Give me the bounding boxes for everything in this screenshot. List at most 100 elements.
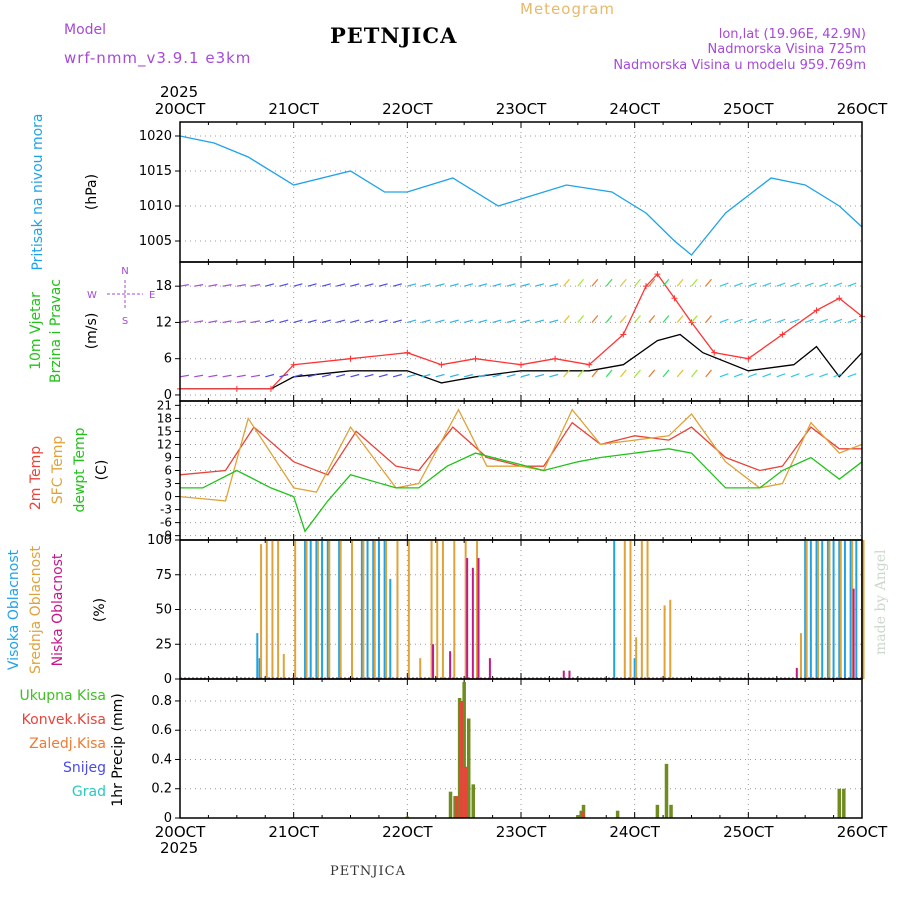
bar-srednja-oblacnost (476, 540, 479, 679)
wind-arrow (634, 315, 641, 323)
x-tick-label-bottom: 24OCT (609, 823, 660, 841)
credit: made by Angel (873, 549, 889, 655)
wind-arrow (392, 373, 402, 378)
wind-arrow (222, 284, 232, 287)
wind-arrow (591, 278, 599, 287)
wind-arrow (350, 283, 360, 287)
wind-arrow (194, 374, 204, 378)
wind-arrow (819, 282, 829, 287)
wind-arrow (733, 373, 743, 378)
bar-konvek-kisa (454, 796, 459, 818)
bar-niska-oblacnost (488, 658, 491, 679)
bar-ukupna-kisa (837, 788, 842, 818)
wind-arrow (208, 284, 218, 287)
wind-arrow (549, 319, 559, 324)
gust-marker (518, 361, 524, 368)
y-tick-label: 0 (164, 490, 172, 504)
bar-srednja-oblacnost (669, 599, 672, 679)
y-tick-label: 75 (155, 568, 172, 583)
bar-srednja-oblacnost (328, 540, 331, 679)
wind-arrow (293, 319, 303, 324)
gust-marker (813, 307, 820, 314)
wind-arrow (804, 318, 814, 323)
ylabel-high-cloud: Visoka Oblacnost (6, 549, 22, 670)
wind-arrow (194, 284, 204, 287)
wind-arrow (833, 318, 843, 323)
bar-srednja-oblacnost (623, 540, 626, 679)
subtitle: Meteogram (520, 0, 615, 18)
y-tick-label: -3 (160, 503, 172, 517)
gust-marker (643, 283, 650, 290)
bar-srednja-oblacnost (441, 540, 444, 679)
wind-arrow (634, 278, 641, 287)
y-tick-label: 1010 (139, 199, 172, 214)
wind-arrow (378, 373, 388, 378)
gust-marker (233, 385, 240, 392)
bar-srednja-oblacnost (316, 540, 319, 679)
wind-arrow (179, 374, 189, 378)
y-tick-label: 0.2 (151, 782, 172, 797)
wind-arrow (336, 319, 346, 324)
wind-arrow (378, 319, 388, 324)
bar-visoka-oblacnost (809, 540, 812, 679)
bar-visoka-oblacnost (843, 540, 846, 679)
bar-ukupna-kisa (664, 763, 669, 818)
wind-arrow (307, 373, 317, 378)
compass-north: N (121, 266, 128, 277)
bar-srednja-oblacnost (436, 540, 439, 679)
wind-arrow (449, 319, 459, 324)
wind-arrow (478, 373, 488, 378)
wind-arrow (449, 283, 459, 287)
x-tick-label-top: 26OCT (837, 100, 888, 118)
gust-marker (586, 361, 593, 368)
wind-arrow (506, 319, 516, 324)
bar-srednja-oblacnost (805, 540, 808, 679)
wind-arrow (293, 283, 303, 287)
wind-arrow (676, 278, 684, 287)
units-temp: (C) (94, 460, 110, 481)
wind-arrow (222, 374, 232, 378)
y-tick-label: -9 (160, 529, 172, 543)
wind-arrow (577, 278, 585, 287)
wind-arrow (492, 319, 502, 324)
bar-niska-oblacnost (466, 558, 469, 679)
wind-arrow (591, 369, 599, 378)
bar-konvek-kisa (463, 766, 468, 818)
wind-arrow (378, 283, 388, 287)
wind-arrow (208, 320, 218, 324)
x-tick-label-top: 25OCT (723, 100, 774, 118)
wind-arrow (236, 320, 246, 324)
gust-marker (671, 295, 678, 302)
wind-arrow (819, 318, 829, 323)
wind-arrow (648, 315, 656, 323)
wind-arrow (563, 369, 570, 378)
bar-srednja-oblacnost (430, 540, 433, 679)
ylabel-mid-cloud: Srednja Oblacnost (28, 546, 44, 674)
wind-arrow (279, 283, 289, 287)
x-tick-label-bottom: 26OCT (837, 823, 888, 841)
bar-visoka-oblacnost (321, 540, 324, 679)
wind-arrow (619, 278, 627, 287)
wind-arrow (605, 278, 613, 287)
wind-arrow (833, 282, 843, 287)
wind-arrow (804, 373, 814, 378)
wind-arrow (648, 369, 656, 378)
wind-arrow (222, 320, 232, 324)
bar-visoka-oblacnost (613, 540, 616, 679)
wind-arrow (819, 373, 829, 378)
bar-srednja-oblacnost (351, 540, 353, 679)
gust-marker (654, 271, 661, 278)
legend-grad: Grad (72, 784, 106, 800)
wind-arrow (762, 282, 772, 287)
bar-niska-oblacnost (449, 651, 452, 679)
wind-arrow (563, 278, 570, 287)
wind-arrow (435, 373, 445, 378)
y-tick-label: 6 (164, 352, 172, 367)
y-tick-label: 9 (164, 450, 172, 464)
x-tick-label-bottom: 25OCT (723, 823, 774, 841)
wind-arrow (648, 278, 656, 287)
y-tick-label: 0 (164, 672, 172, 687)
wind-arrow (790, 282, 800, 287)
y-tick-label: 0 (164, 388, 172, 403)
